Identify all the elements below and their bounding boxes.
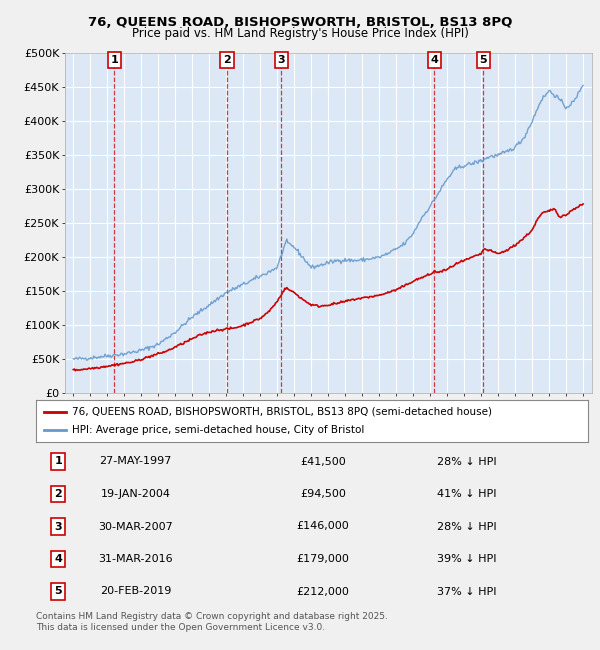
Text: £94,500: £94,500	[300, 489, 346, 499]
Text: £179,000: £179,000	[296, 554, 349, 564]
Text: 37% ↓ HPI: 37% ↓ HPI	[437, 586, 496, 597]
Text: 76, QUEENS ROAD, BISHOPSWORTH, BRISTOL, BS13 8PQ (semi-detached house): 76, QUEENS ROAD, BISHOPSWORTH, BRISTOL, …	[72, 407, 492, 417]
Text: 4: 4	[54, 554, 62, 564]
Text: 41% ↓ HPI: 41% ↓ HPI	[437, 489, 496, 499]
Text: 1: 1	[54, 456, 62, 467]
Text: 76, QUEENS ROAD, BISHOPSWORTH, BRISTOL, BS13 8PQ: 76, QUEENS ROAD, BISHOPSWORTH, BRISTOL, …	[88, 16, 512, 29]
Text: 2: 2	[54, 489, 62, 499]
Text: £212,000: £212,000	[296, 586, 349, 597]
Text: 4: 4	[430, 55, 439, 65]
Text: 5: 5	[479, 55, 487, 65]
Text: 30-MAR-2007: 30-MAR-2007	[98, 521, 173, 532]
Text: 3: 3	[54, 521, 62, 532]
Text: 27-MAY-1997: 27-MAY-1997	[99, 456, 172, 467]
Text: £146,000: £146,000	[296, 521, 349, 532]
Text: 5: 5	[54, 586, 62, 597]
Text: 1: 1	[110, 55, 118, 65]
Text: 28% ↓ HPI: 28% ↓ HPI	[437, 521, 496, 532]
Text: 31-MAR-2016: 31-MAR-2016	[98, 554, 173, 564]
Text: 39% ↓ HPI: 39% ↓ HPI	[437, 554, 496, 564]
Text: Contains HM Land Registry data © Crown copyright and database right 2025.
This d: Contains HM Land Registry data © Crown c…	[36, 612, 388, 632]
Text: Price paid vs. HM Land Registry's House Price Index (HPI): Price paid vs. HM Land Registry's House …	[131, 27, 469, 40]
Text: HPI: Average price, semi-detached house, City of Bristol: HPI: Average price, semi-detached house,…	[72, 425, 364, 435]
Text: 2: 2	[223, 55, 231, 65]
Text: 19-JAN-2004: 19-JAN-2004	[100, 489, 170, 499]
Text: 20-FEB-2019: 20-FEB-2019	[100, 586, 171, 597]
Text: £41,500: £41,500	[300, 456, 346, 467]
Text: 3: 3	[278, 55, 285, 65]
Text: 28% ↓ HPI: 28% ↓ HPI	[437, 456, 496, 467]
